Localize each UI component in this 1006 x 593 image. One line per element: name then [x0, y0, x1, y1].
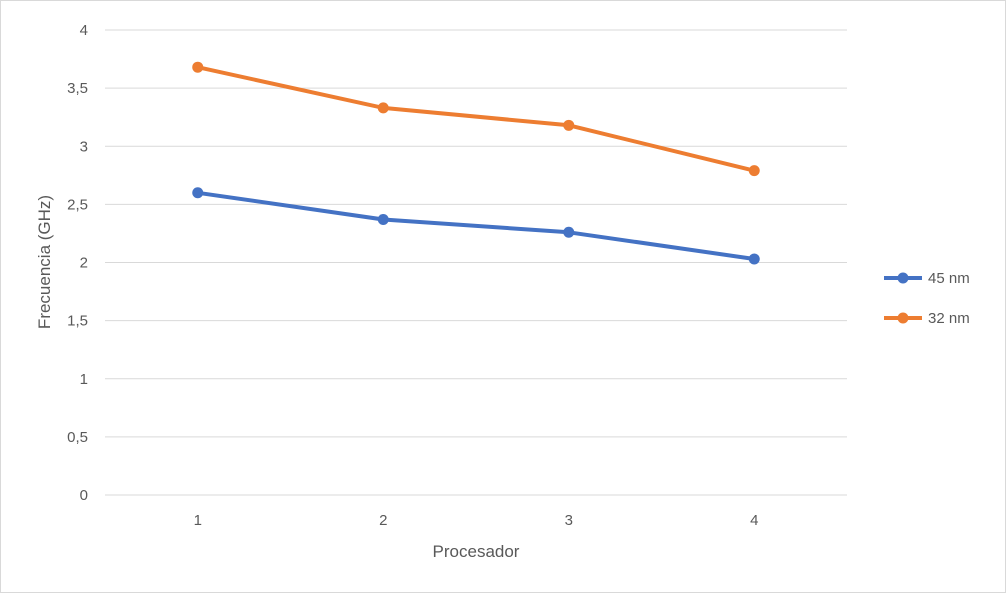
y-tick-label: 3,5: [67, 80, 88, 97]
data-point: [377, 213, 389, 225]
legend-label: 32 nm: [928, 310, 970, 327]
x-tick-label: 1: [194, 512, 202, 529]
data-point: [563, 226, 575, 238]
legend: 45 nm 32 nm: [884, 270, 970, 327]
data-point: [192, 187, 204, 199]
gridlines: [105, 29, 847, 496]
x-tick-label: 2: [379, 512, 387, 529]
y-tick-label: 3: [80, 138, 88, 155]
legend-label: 45 nm: [928, 270, 970, 287]
series-lines: [192, 61, 760, 265]
y-tick-label: 2: [80, 255, 88, 272]
data-point: [748, 253, 760, 265]
data-point: [192, 61, 204, 73]
y-tick-label: 2,5: [67, 196, 88, 213]
series: [192, 187, 760, 265]
y-tick-label: 0: [80, 487, 88, 504]
series-line: [195, 65, 757, 173]
legend-swatch-marker: [897, 272, 909, 284]
data-point: [563, 119, 575, 131]
series-line: [195, 190, 757, 261]
x-tick-label: 4: [750, 512, 758, 529]
y-axis-ticks: 0 0,5 1 1,5 2 2,5 3 3,5 4: [67, 22, 88, 504]
y-axis-title: Frecuencia (GHz): [35, 195, 54, 329]
x-tick-label: 3: [565, 512, 573, 529]
y-tick-label: 1,5: [67, 313, 88, 330]
legend-item: 32 nm: [884, 310, 970, 327]
x-axis-ticks: 1 2 3 4: [194, 512, 759, 529]
legend-swatch-marker: [897, 312, 909, 324]
legend-item: 45 nm: [884, 270, 970, 287]
y-tick-label: 0,5: [67, 429, 88, 446]
data-point: [377, 102, 389, 114]
y-tick-label: 4: [80, 22, 88, 39]
data-point: [748, 165, 760, 177]
series: [192, 61, 760, 177]
y-tick-label: 1: [80, 371, 88, 388]
x-axis-title: Procesador: [433, 542, 520, 561]
